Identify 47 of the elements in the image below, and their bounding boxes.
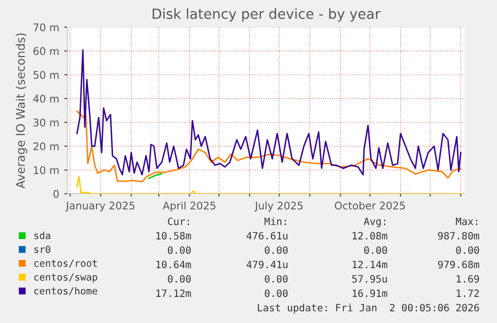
text: 0.00	[264, 275, 288, 283]
y-tick-label: 40 m	[33, 94, 59, 103]
text: 57.95u	[352, 275, 387, 283]
text: Cur:	[168, 218, 189, 226]
x-tick-label: April 2025	[162, 201, 216, 212]
text: 979.68m	[438, 260, 480, 268]
text: 0.00	[456, 246, 479, 254]
text: 0.00	[264, 246, 288, 254]
y-tick-label: 10 m	[34, 166, 59, 174]
text: 16.91m	[352, 289, 388, 298]
y-tick-label: 30 m	[34, 118, 59, 126]
y-tick-label: 70 m	[34, 23, 59, 32]
text: 479.41u	[246, 260, 288, 268]
text: 0.00	[364, 246, 388, 254]
y-tick-label: 60 m	[33, 47, 59, 56]
line-series	[76, 49, 462, 176]
legend-label: sr0	[34, 246, 50, 254]
legend-label: centos/home	[34, 287, 98, 296]
text: 12.08m	[352, 232, 388, 240]
x-tick-label: January 2025	[65, 202, 134, 212]
y-tick-label: 50 m	[34, 70, 59, 79]
x-tick-label: July 2025	[254, 201, 303, 212]
legend-label: sda	[34, 232, 50, 240]
y-axis-title: Average IO Wait (seconds)	[16, 33, 28, 188]
text: 12.14m	[352, 260, 388, 268]
text: 10.64m	[156, 260, 191, 268]
text: Max:	[456, 218, 478, 226]
text: 0.00	[264, 289, 288, 298]
text: 0.00	[168, 275, 191, 283]
line-series	[76, 110, 462, 182]
text: 1.69	[456, 275, 479, 283]
text: 17.12m	[156, 289, 191, 297]
text: 1.72	[456, 289, 479, 297]
text: 476.61u	[246, 232, 288, 240]
x-tick-label: October 2025	[334, 201, 405, 210]
legend-label: centos/swap	[34, 273, 98, 283]
legend-label: centos/root	[34, 260, 97, 268]
text: 10.58m	[156, 232, 191, 240]
text: Avg:	[364, 218, 386, 228]
text: 0.00	[168, 246, 191, 254]
text: 987.80m	[438, 232, 480, 240]
y-tick-label: 0	[54, 190, 59, 198]
text: Min:	[264, 217, 286, 226]
line-series	[76, 176, 462, 194]
text: Last update: Fri Jan 2 00:05:06 2026	[258, 304, 479, 314]
chart-title: Disk latency per device - by year	[152, 8, 380, 22]
y-tick-label: 20 m	[34, 142, 59, 150]
